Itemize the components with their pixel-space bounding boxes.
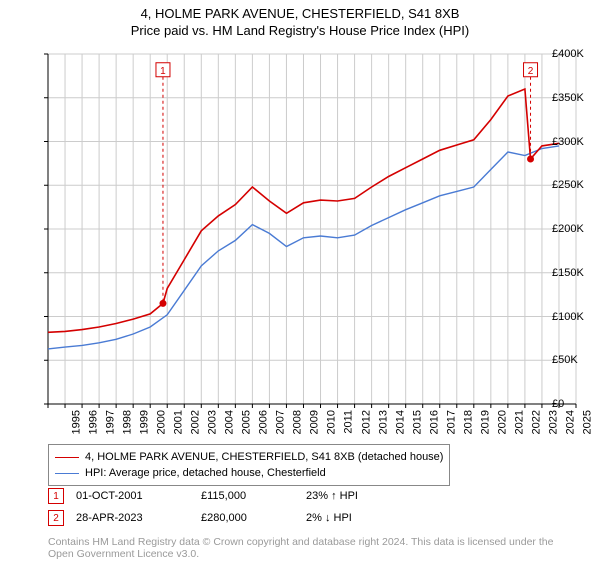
sale-detail-delta: 2% ↓ HPI [306,512,426,524]
legend-swatch [55,473,79,474]
ytick-label: £400K [552,48,596,60]
xtick-label: 2000 [156,410,168,434]
xtick-label: 2011 [342,410,354,434]
xtick-label: 2006 [258,410,270,434]
sale-detail-row: 1 01-OCT-2001£115,00023% ↑ HPI [48,488,426,504]
xtick-label: 2020 [496,410,508,434]
xtick-label: 1996 [88,410,100,434]
xtick-label: 2010 [326,410,338,434]
xtick-label: 2003 [207,410,219,434]
xtick-label: 1999 [139,410,151,434]
legend-entry: HPI: Average price, detached house, Ches… [55,465,443,481]
xtick-label: 2014 [394,410,406,434]
xtick-label: 2004 [224,410,236,434]
ytick-label: £0 [552,398,596,410]
sale-detail-box: 2 [48,510,64,526]
xtick-label: 1997 [105,410,117,434]
xtick-label: 2015 [411,410,423,434]
sale-marker-num-1: 1 [160,66,166,77]
xtick-label: 2019 [479,410,491,434]
ytick-label: £250K [552,179,596,191]
xtick-label: 2001 [173,410,185,434]
sale-detail-delta: 23% ↑ HPI [306,490,426,502]
sale-detail-box: 1 [48,488,64,504]
xtick-label: 2009 [309,410,321,434]
sale-detail-row: 2 28-APR-2023£280,0002% ↓ HPI [48,510,426,526]
xtick-label: 2024 [564,410,576,434]
sale-detail-price: £115,000 [201,490,306,502]
ytick-label: £300K [552,136,596,148]
xtick-label: 1998 [122,410,134,434]
sale-marker-dot-2 [527,156,534,163]
legend: 4, HOLME PARK AVENUE, CHESTERFIELD, S41 … [48,444,450,486]
xtick-label: 2022 [530,410,542,434]
xtick-label: 2013 [377,410,389,434]
legend-entry: 4, HOLME PARK AVENUE, CHESTERFIELD, S41 … [55,449,443,465]
sale-marker-dot-1 [159,300,166,307]
ytick-label: £50K [552,354,596,366]
xtick-label: 2018 [462,410,474,434]
footer-note: Contains HM Land Registry data © Crown c… [48,536,568,560]
ytick-label: £100K [552,311,596,323]
xtick-label: 2025 [581,410,593,434]
sale-detail-date: 01-OCT-2001 [76,490,201,502]
xtick-label: 1995 [70,410,82,434]
sale-detail-price: £280,000 [201,512,306,524]
xtick-label: 2017 [445,410,457,434]
ytick-label: £200K [552,223,596,235]
xtick-label: 2023 [547,410,559,434]
xtick-label: 2012 [360,410,372,434]
ytick-label: £150K [552,267,596,279]
legend-swatch [55,457,79,458]
xtick-label: 2021 [513,410,525,434]
legend-label: HPI: Average price, detached house, Ches… [85,467,326,479]
xtick-label: 2016 [428,410,440,434]
ytick-label: £350K [552,92,596,104]
xtick-label: 2002 [190,410,202,434]
sale-detail-date: 28-APR-2023 [76,512,201,524]
xtick-label: 2007 [275,410,287,434]
xtick-label: 2008 [292,410,304,434]
xtick-label: 2005 [241,410,253,434]
sale-marker-num-2: 2 [528,66,534,77]
legend-label: 4, HOLME PARK AVENUE, CHESTERFIELD, S41 … [85,451,443,463]
